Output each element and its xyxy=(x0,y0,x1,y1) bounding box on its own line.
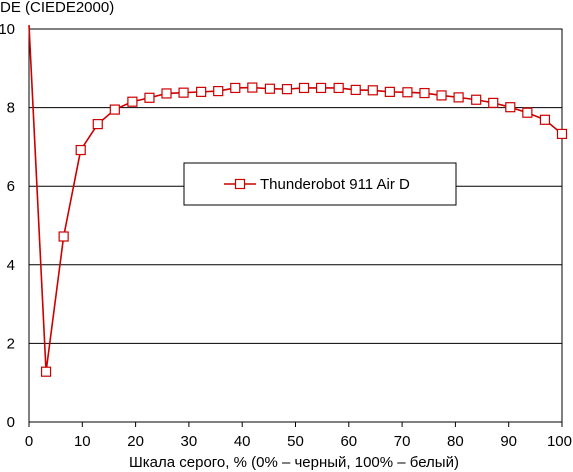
y-tick-label-6: 6 xyxy=(7,178,15,195)
series-layer xyxy=(28,25,568,377)
data-point-10 xyxy=(196,86,207,97)
y-tick-label-10: 10 xyxy=(0,21,15,38)
data-point-28 xyxy=(505,102,516,113)
x-tick-label-10: 10 xyxy=(74,433,91,450)
data-point-14 xyxy=(264,83,276,94)
data-point-6 xyxy=(127,96,138,107)
data-point-8 xyxy=(161,88,172,99)
x-tick-label-70: 70 xyxy=(394,433,411,450)
data-point-20 xyxy=(367,85,378,96)
y-tick-labels: 0 2 4 6 8 10 xyxy=(0,21,15,431)
y-tick-label-8: 8 xyxy=(7,100,15,117)
data-point-1 xyxy=(40,366,52,377)
data-point-11 xyxy=(213,85,224,97)
data-point-15 xyxy=(281,84,293,95)
data-point-31 xyxy=(556,128,568,140)
data-point-22 xyxy=(402,87,413,98)
x-axis-title: Шкала серого, % (0% – черный, 100% – бел… xyxy=(129,454,459,471)
data-point-27 xyxy=(488,97,499,108)
data-point-5 xyxy=(109,104,120,115)
x-tick-label-20: 20 xyxy=(127,433,144,450)
x-tick-label-0: 0 xyxy=(25,433,33,450)
x-tick-label-30: 30 xyxy=(181,433,198,450)
data-point-4 xyxy=(92,119,103,130)
x-tick-label-60: 60 xyxy=(340,433,357,450)
data-point-13 xyxy=(247,82,258,93)
data-point-12 xyxy=(230,82,241,94)
x-tick-label-50: 50 xyxy=(287,433,304,450)
data-point-21 xyxy=(384,86,395,97)
data-point-9 xyxy=(178,87,189,98)
data-point-24 xyxy=(436,90,447,101)
x-tick-label-80: 80 xyxy=(447,433,464,450)
y-tick-label-4: 4 xyxy=(7,257,15,274)
data-point-2 xyxy=(58,231,69,242)
data-point-17 xyxy=(315,82,327,94)
legend: Thunderobot 911 Air D xyxy=(183,162,457,206)
x-tick-labels: 0 10 20 30 40 50 60 70 80 90 100 xyxy=(25,433,572,450)
data-point-18 xyxy=(333,82,344,94)
y-tick-label-2: 2 xyxy=(7,335,15,352)
x-tick-label-100: 100 xyxy=(547,433,572,450)
data-point-29 xyxy=(522,107,533,118)
x-tick-label-40: 40 xyxy=(234,433,251,450)
y-tick-label-0: 0 xyxy=(7,414,15,431)
data-point-25 xyxy=(453,92,464,103)
y-axis-title: DE (CIEDE2000) xyxy=(0,0,115,16)
legend-marker xyxy=(234,178,246,190)
data-point-16 xyxy=(298,82,310,94)
data-point-26 xyxy=(471,94,482,105)
legend-label: Thunderobot 911 Air D xyxy=(260,176,410,193)
data-point-19 xyxy=(350,84,361,96)
data-point-3 xyxy=(75,144,86,156)
data-point-23 xyxy=(419,87,430,99)
data-point-30 xyxy=(539,114,551,125)
data-point-7 xyxy=(144,92,155,103)
x-tick-label-90: 90 xyxy=(500,433,517,450)
